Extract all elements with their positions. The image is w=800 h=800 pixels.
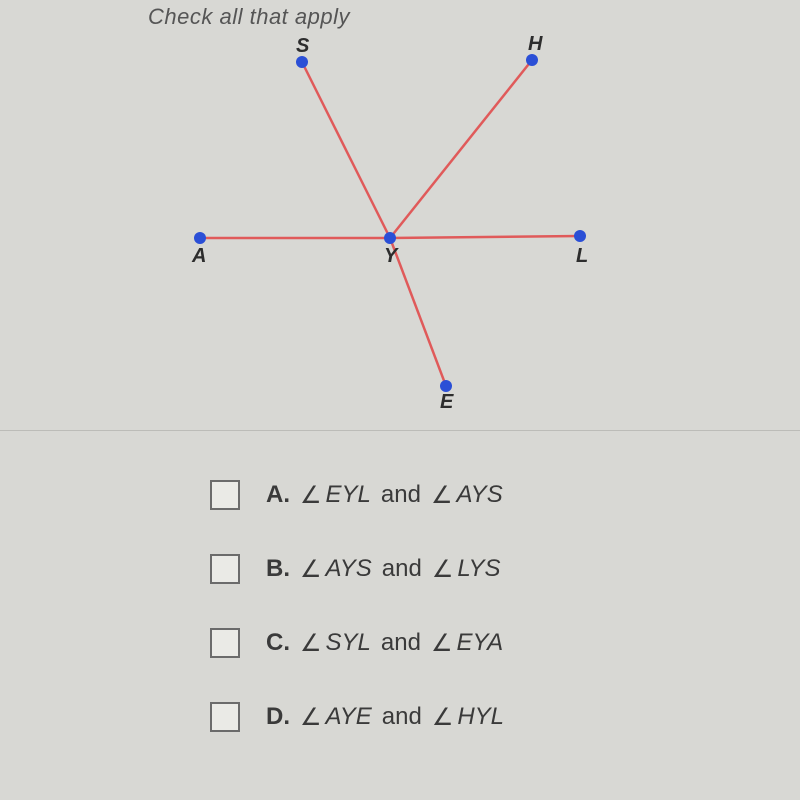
option-letter: A.: [266, 481, 290, 509]
option-row-B[interactable]: B. ∠AYSand∠LYS: [210, 554, 730, 584]
point-H: [526, 54, 538, 66]
ray-H: [390, 60, 532, 238]
answer-options: A. ∠EYLand∠AYS B. ∠AYSand∠LYS C. ∠SYLand∠EYA D…: [210, 480, 730, 776]
option-letter: B.: [266, 555, 290, 583]
option-text: ∠AYEand∠HYL: [300, 703, 504, 732]
option-text: ∠EYLand∠AYS: [300, 481, 503, 510]
ray-L: [390, 236, 580, 238]
checkbox-D[interactable]: [210, 702, 240, 732]
point-label-H: H: [528, 33, 543, 55]
ray-S: [302, 62, 390, 238]
point-Y: [384, 232, 396, 244]
point-label-E: E: [440, 391, 454, 408]
point-label-Y: Y: [384, 245, 399, 267]
option-text: ∠SYLand∠EYA: [300, 629, 503, 658]
checkbox-A[interactable]: [210, 480, 240, 510]
checkbox-B[interactable]: [210, 554, 240, 584]
point-L: [574, 230, 586, 242]
point-label-L: L: [576, 245, 588, 267]
point-label-A: A: [191, 245, 206, 267]
ray-E: [390, 238, 446, 386]
point-A: [194, 232, 206, 244]
option-text: ∠AYSand∠LYS: [300, 555, 501, 584]
option-letter: C.: [266, 629, 290, 657]
option-row-C[interactable]: C. ∠SYLand∠EYA: [210, 628, 730, 658]
point-label-S: S: [296, 35, 310, 57]
option-row-A[interactable]: A. ∠EYLand∠AYS: [210, 480, 730, 510]
section-divider: [0, 430, 800, 431]
point-S: [296, 56, 308, 68]
prompt-fragment: Check all that apply: [148, 4, 350, 30]
option-letter: D.: [266, 703, 290, 731]
option-row-D[interactable]: D. ∠AYEand∠HYL: [210, 702, 730, 732]
geometry-diagram: S H L E A Y: [140, 28, 660, 408]
checkbox-C[interactable]: [210, 628, 240, 658]
